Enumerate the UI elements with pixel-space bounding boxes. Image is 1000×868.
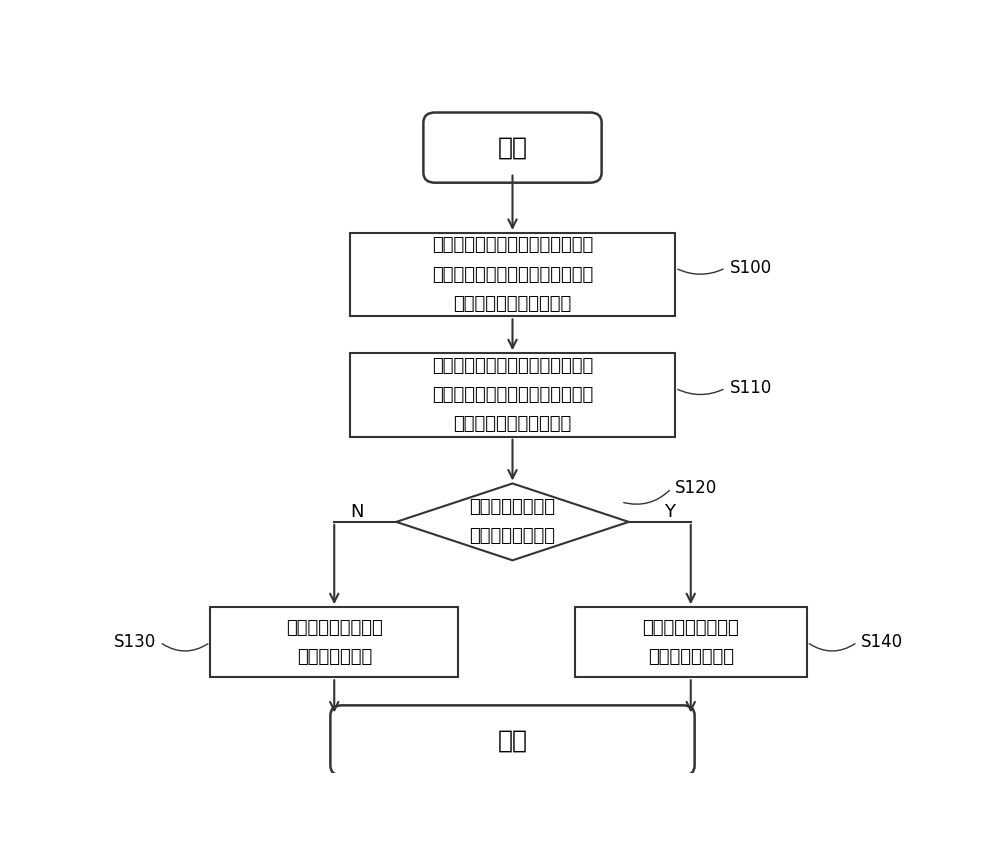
Text: 选取软磁盘列阵中一工作磁盘为当
前模拟故障磁盘，模拟所述当前模
拟故障磁盘进入故障状态: 选取软磁盘列阵中一工作磁盘为当 前模拟故障磁盘，模拟所述当前模 拟故障磁盘进入故…: [432, 236, 593, 312]
Text: N: N: [350, 503, 363, 521]
Text: 选取另一工作磁盘为
下一模拟故障磁盘: 选取另一工作磁盘为 下一模拟故障磁盘: [642, 619, 739, 666]
Text: S100: S100: [730, 259, 772, 277]
Text: 确定软磁盘阵列异常
处理机制不正常: 确定软磁盘阵列异常 处理机制不正常: [286, 619, 383, 666]
Bar: [350, 353, 675, 437]
FancyBboxPatch shape: [423, 113, 602, 182]
Text: 重建的软磁盘阵列
系统能否正常工作: 重建的软磁盘阵列 系统能否正常工作: [470, 498, 556, 545]
Bar: [210, 607, 458, 677]
Text: S110: S110: [730, 379, 772, 398]
Text: 开始: 开始: [498, 135, 528, 160]
Text: 结束: 结束: [498, 728, 528, 753]
Polygon shape: [396, 483, 629, 561]
Text: S130: S130: [114, 633, 156, 651]
Bar: [350, 233, 675, 316]
FancyBboxPatch shape: [330, 706, 695, 775]
Text: 选取软磁盘列阵中一工作磁盘为当
前模拟故障磁盘，模拟所述当前模
拟故障磁盘进入故障状态: 选取软磁盘列阵中一工作磁盘为当 前模拟故障磁盘，模拟所述当前模 拟故障磁盘进入故…: [432, 357, 593, 433]
Text: Y: Y: [664, 503, 675, 521]
Text: S120: S120: [675, 479, 718, 497]
Text: S140: S140: [861, 633, 903, 651]
Bar: [574, 607, 807, 677]
